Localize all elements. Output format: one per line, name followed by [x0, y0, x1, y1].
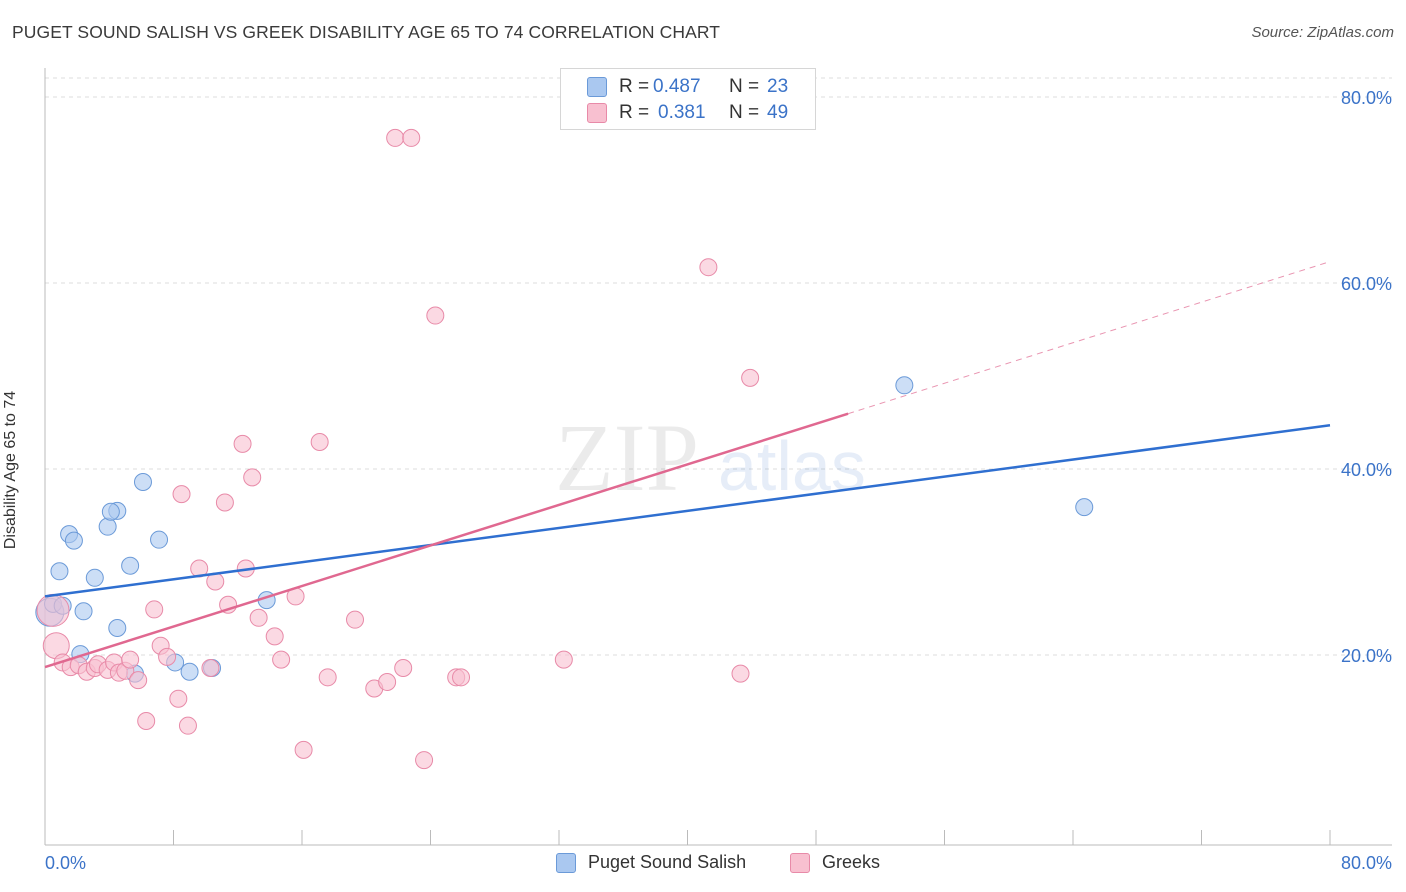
point-greeks: [741, 368, 760, 387]
chart-title: PUGET SOUND SALISH VS GREEK DISABILITY A…: [12, 22, 721, 42]
axes: [44, 68, 1392, 846]
point-greeks: [294, 740, 313, 759]
point-salish: [74, 602, 93, 621]
point-greeks: [310, 433, 329, 452]
point-salish: [50, 562, 69, 581]
stats-r-value: 0.487: [653, 76, 701, 97]
point-salish: [133, 473, 152, 492]
point-greeks: [318, 668, 337, 687]
point-greeks: [731, 664, 750, 683]
x-tick-label: 80.0%: [1341, 853, 1392, 873]
point-greeks: [36, 593, 70, 627]
point-greeks: [426, 306, 445, 325]
stats-r-label: R =: [619, 76, 650, 97]
legend-label-greeks: Greeks: [822, 852, 881, 872]
point-salish: [180, 662, 199, 681]
point-greeks: [129, 671, 148, 690]
point-greeks: [394, 659, 413, 678]
stats-row-salish: R = 0.487 N = 23: [561, 74, 817, 100]
point-salish: [121, 556, 140, 575]
point-greeks: [215, 493, 234, 512]
point-salish: [895, 376, 914, 395]
legend-label-salish: Puget Sound Salish: [588, 852, 747, 872]
point-greeks: [169, 689, 188, 708]
stats-r-value: 0.381: [658, 102, 706, 123]
point-salish: [101, 502, 120, 521]
stats-r-label: R =: [619, 102, 650, 123]
x-tick-label: 0.0%: [45, 853, 86, 873]
point-greeks: [265, 627, 284, 646]
point-greeks: [121, 650, 140, 669]
point-greeks: [272, 650, 291, 669]
legend-swatch-salish: [556, 852, 576, 873]
point-greeks: [249, 608, 268, 627]
trend-line-salish: [44, 424, 1331, 598]
watermark-zip: ZIP: [555, 404, 699, 511]
point-salish: [150, 530, 169, 549]
watermark-atlas: atlas: [718, 427, 866, 505]
point-greeks: [378, 672, 397, 691]
trend-lines: [44, 261, 1331, 669]
point-greeks: [415, 751, 434, 770]
trend-line-greeks: [44, 412, 849, 669]
y-tick-label: 80.0%: [1341, 88, 1392, 108]
legend-item-greeks[interactable]: Greeks: [790, 852, 880, 873]
stats-row-greeks: R = 0.381 N = 49: [561, 100, 817, 126]
stats-n-label: N =: [729, 102, 760, 123]
legend-swatch-greeks: [790, 852, 810, 873]
point-greeks: [137, 712, 156, 731]
y-tick-label: 60.0%: [1341, 274, 1392, 294]
y-tick-label: 40.0%: [1341, 460, 1392, 480]
stats-legend: R = 0.487 N = 23 R = 0.381 N = 49: [560, 68, 816, 130]
point-salish: [108, 619, 127, 638]
point-greeks: [452, 668, 471, 687]
y-tick-label: 20.0%: [1341, 646, 1392, 666]
point-greeks: [158, 647, 177, 666]
stats-swatch-greeks: [587, 103, 607, 123]
point-greeks: [554, 650, 573, 669]
stats-n-value: 23: [767, 76, 789, 97]
point-greeks: [386, 128, 405, 147]
point-salish: [64, 531, 83, 550]
trend-line-greeks-extension: [847, 261, 1331, 415]
point-greeks: [201, 659, 220, 678]
watermark: ZIP atlas: [555, 404, 866, 511]
stats-n-value: 49: [767, 102, 789, 123]
point-salish: [98, 517, 117, 536]
tick-labels: 20.0% 40.0% 60.0% 80.0% 0.0% 80.0%: [45, 88, 1392, 873]
point-salish: [85, 568, 104, 587]
point-greeks: [346, 610, 365, 629]
point-greeks: [243, 468, 262, 487]
stats-n-label: N =: [729, 76, 760, 97]
point-greeks: [145, 600, 164, 619]
point-greeks: [233, 434, 252, 453]
point-salish: [1075, 498, 1094, 517]
point-greeks: [178, 716, 197, 735]
series-legend: Puget Sound Salish Greeks: [0, 848, 1406, 880]
chart-source: Source: ZipAtlas.com: [1251, 24, 1394, 41]
point-greeks: [699, 258, 718, 277]
point-greeks: [402, 128, 421, 147]
legend-item-salish[interactable]: Puget Sound Salish: [556, 852, 746, 873]
stats-swatch-salish: [587, 77, 607, 97]
point-greeks: [172, 485, 191, 504]
